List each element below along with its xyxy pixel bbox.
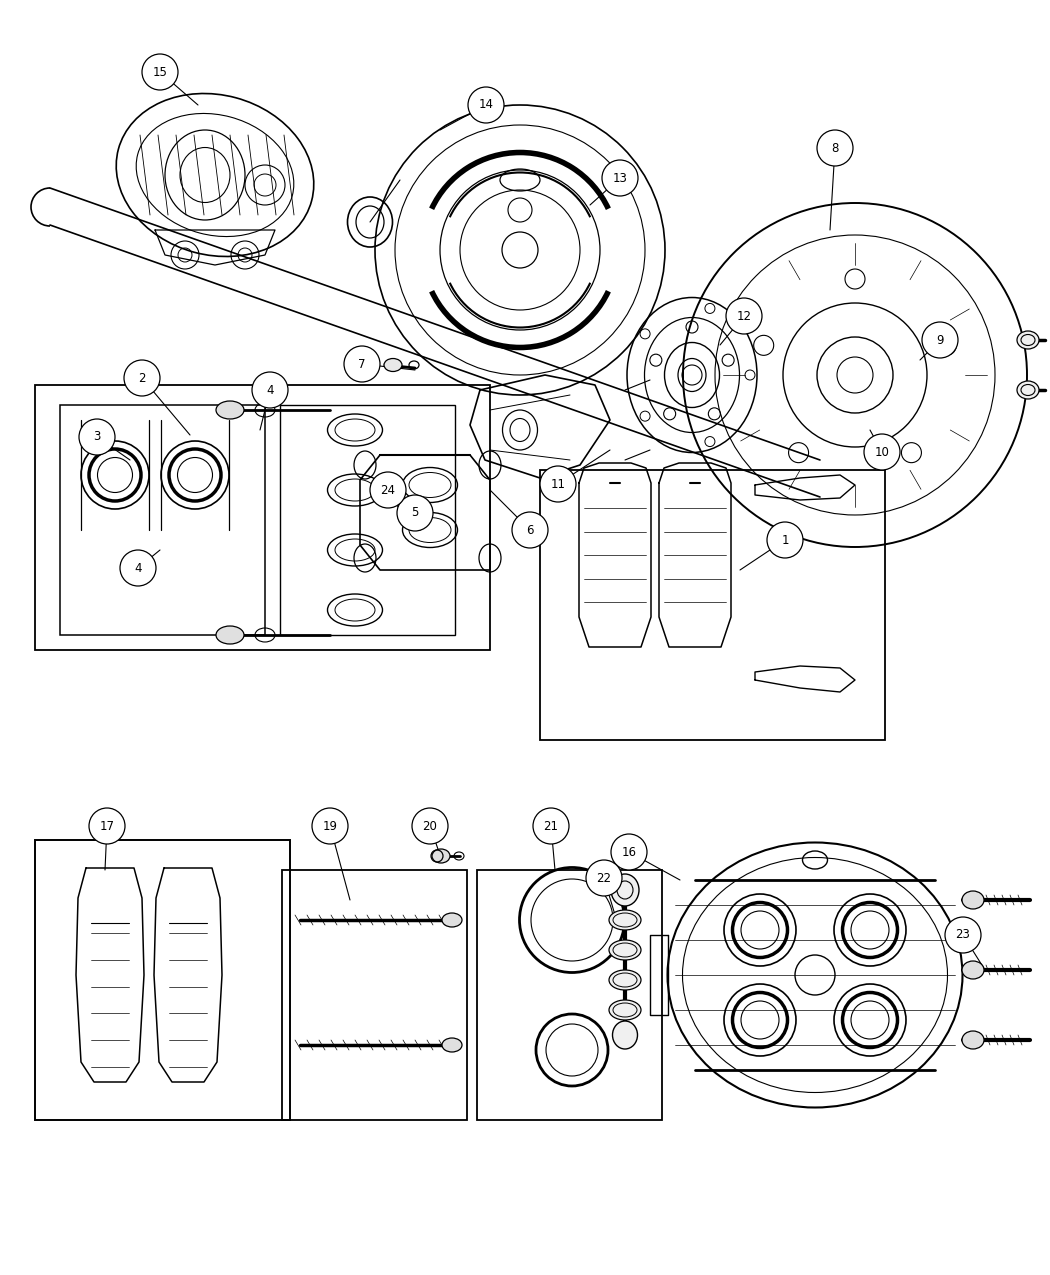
Text: 19: 19 bbox=[322, 820, 337, 833]
Bar bbox=[282, 870, 467, 1119]
Ellipse shape bbox=[432, 849, 450, 863]
Circle shape bbox=[945, 917, 981, 952]
Circle shape bbox=[397, 495, 433, 530]
Ellipse shape bbox=[609, 940, 640, 960]
Text: 10: 10 bbox=[875, 445, 889, 459]
Text: 5: 5 bbox=[412, 506, 419, 519]
Circle shape bbox=[611, 834, 647, 870]
Text: 12: 12 bbox=[736, 310, 752, 323]
Ellipse shape bbox=[216, 402, 244, 419]
Circle shape bbox=[344, 346, 380, 382]
Circle shape bbox=[817, 130, 853, 166]
Text: 4: 4 bbox=[134, 561, 142, 575]
Text: 1: 1 bbox=[781, 533, 789, 547]
Ellipse shape bbox=[962, 961, 984, 979]
Text: 7: 7 bbox=[358, 357, 365, 371]
Ellipse shape bbox=[442, 913, 462, 927]
Circle shape bbox=[766, 521, 803, 558]
Text: 8: 8 bbox=[832, 142, 839, 154]
Bar bbox=[35, 840, 290, 1119]
Ellipse shape bbox=[609, 970, 640, 989]
Text: 6: 6 bbox=[526, 524, 533, 537]
Text: 24: 24 bbox=[380, 483, 396, 496]
Circle shape bbox=[120, 550, 156, 586]
Text: 3: 3 bbox=[93, 431, 101, 444]
Circle shape bbox=[370, 472, 406, 507]
Circle shape bbox=[726, 298, 762, 334]
Bar bbox=[280, 405, 455, 635]
Ellipse shape bbox=[609, 910, 640, 929]
Ellipse shape bbox=[612, 1021, 637, 1049]
Ellipse shape bbox=[962, 1031, 984, 1049]
Ellipse shape bbox=[384, 358, 402, 371]
Text: 13: 13 bbox=[612, 172, 628, 185]
Circle shape bbox=[586, 861, 622, 896]
Text: 22: 22 bbox=[596, 872, 611, 885]
Circle shape bbox=[412, 808, 448, 844]
Ellipse shape bbox=[1017, 332, 1040, 349]
Circle shape bbox=[124, 360, 160, 397]
Circle shape bbox=[89, 808, 125, 844]
Bar bbox=[60, 405, 265, 635]
Ellipse shape bbox=[1017, 381, 1040, 399]
Text: 2: 2 bbox=[139, 371, 146, 385]
Ellipse shape bbox=[962, 891, 984, 909]
Text: 11: 11 bbox=[550, 478, 566, 491]
Text: 14: 14 bbox=[479, 98, 493, 111]
Text: 16: 16 bbox=[622, 845, 636, 858]
Circle shape bbox=[512, 513, 548, 548]
Bar bbox=[35, 385, 490, 650]
Bar bbox=[477, 870, 662, 1119]
Circle shape bbox=[602, 159, 638, 196]
Text: 20: 20 bbox=[422, 820, 438, 833]
Circle shape bbox=[864, 434, 900, 470]
Circle shape bbox=[142, 54, 178, 91]
Circle shape bbox=[540, 465, 576, 502]
Text: 21: 21 bbox=[544, 820, 559, 833]
Circle shape bbox=[922, 323, 958, 358]
Circle shape bbox=[468, 87, 504, 122]
Ellipse shape bbox=[611, 873, 639, 907]
Text: 23: 23 bbox=[956, 928, 970, 941]
Ellipse shape bbox=[609, 1000, 640, 1020]
Text: 17: 17 bbox=[100, 820, 114, 833]
Text: 15: 15 bbox=[152, 65, 167, 79]
Circle shape bbox=[533, 808, 569, 844]
Text: 4: 4 bbox=[267, 384, 274, 397]
Circle shape bbox=[79, 419, 116, 455]
Text: 9: 9 bbox=[937, 334, 944, 347]
Bar bbox=[540, 470, 885, 740]
Ellipse shape bbox=[216, 626, 244, 644]
Circle shape bbox=[312, 808, 348, 844]
Circle shape bbox=[252, 372, 288, 408]
Ellipse shape bbox=[442, 1038, 462, 1052]
